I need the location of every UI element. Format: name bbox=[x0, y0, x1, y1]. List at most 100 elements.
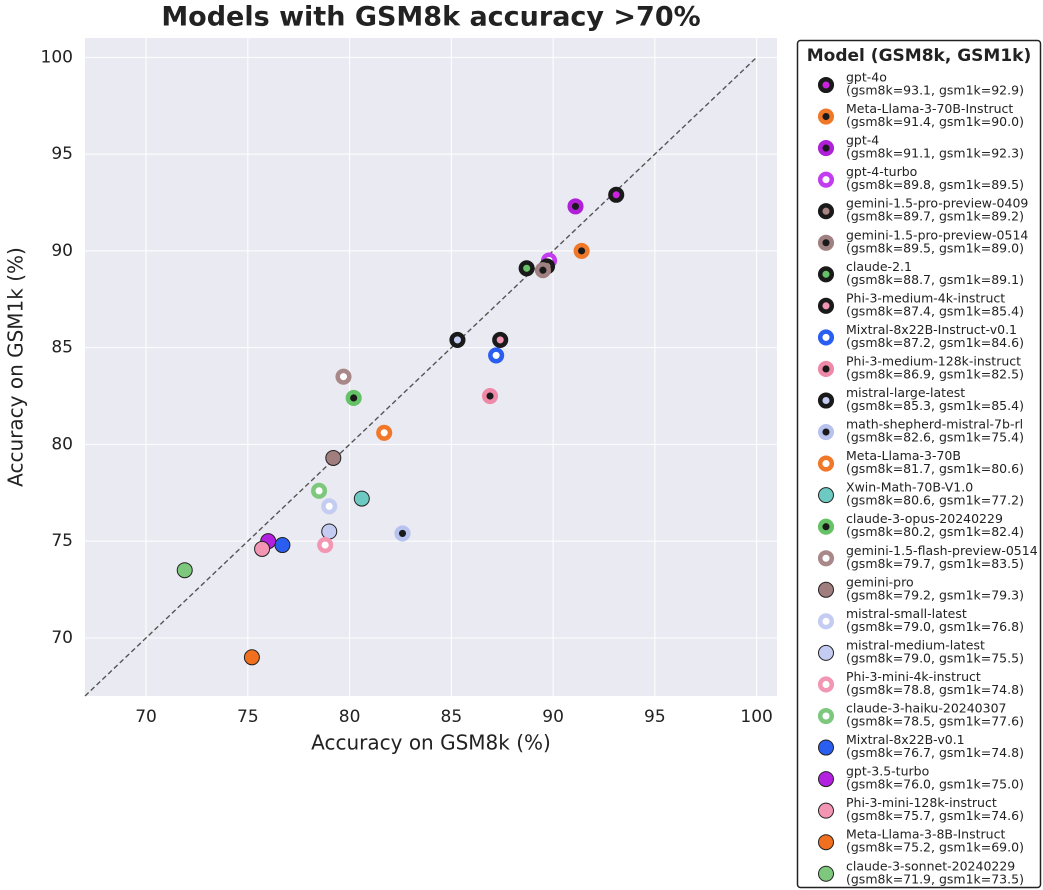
legend-detail: (gsm8k=91.1, gsm1k=92.3) bbox=[846, 146, 1024, 161]
legend-marker bbox=[817, 707, 835, 725]
point bbox=[492, 331, 509, 348]
legend-label: Xwin-Math-70B-V1.0 bbox=[846, 480, 973, 495]
legend-marker bbox=[818, 487, 834, 504]
y-axis-label: Accuracy on GSM1k (%) bbox=[4, 247, 28, 487]
point bbox=[488, 347, 505, 364]
legend-label: gpt-4 bbox=[846, 133, 879, 148]
legend-detail: (gsm8k=89.7, gsm1k=89.2) bbox=[846, 209, 1024, 224]
chart-title: Models with GSM8k accuracy >70% bbox=[161, 2, 700, 33]
point bbox=[573, 242, 590, 259]
legend-detail: (gsm8k=81.7, gsm1k=80.6) bbox=[846, 461, 1024, 476]
legend-marker bbox=[817, 171, 835, 188]
y-tick-label: 80 bbox=[51, 434, 73, 454]
legend-detail: (gsm8k=75.2, gsm1k=69.0) bbox=[846, 840, 1024, 855]
x-tick-label: 90 bbox=[542, 707, 564, 727]
legend-label: math-shepherd-mistral-7b-rl bbox=[846, 417, 1023, 432]
legend-detail: (gsm8k=79.0, gsm1k=75.5) bbox=[846, 650, 1024, 665]
legend-marker bbox=[817, 329, 835, 346]
legend-label: mistral-large-latest bbox=[846, 385, 965, 400]
identity-line bbox=[84, 56, 758, 697]
point bbox=[311, 482, 328, 499]
legend-marker bbox=[817, 297, 835, 314]
point bbox=[254, 540, 271, 557]
legend-label: gpt-4-turbo bbox=[846, 164, 917, 179]
legend-label: Phi-3-mini-4k-instruct bbox=[846, 669, 981, 684]
legend-marker bbox=[817, 392, 835, 409]
legend-detail: (gsm8k=80.2, gsm1k=82.4) bbox=[846, 524, 1024, 539]
point bbox=[325, 449, 342, 466]
x-tick-label: 100 bbox=[740, 707, 772, 727]
legend-detail: (gsm8k=93.1, gsm1k=92.9) bbox=[846, 83, 1024, 98]
y-tick-label: 100 bbox=[41, 47, 73, 67]
legend-detail: (gsm8k=86.9, gsm1k=82.5) bbox=[846, 366, 1024, 381]
legend-marker bbox=[818, 739, 834, 756]
legend-detail: (gsm8k=88.7, gsm1k=89.1) bbox=[846, 272, 1024, 287]
legend-label: claude-3-haiku-20240307 bbox=[846, 701, 1007, 716]
point bbox=[317, 536, 334, 554]
legend-marker bbox=[817, 518, 835, 535]
legend-title: Model (GSM8k, GSM1k) bbox=[807, 46, 1031, 66]
legend-label: gemini-1.5-pro-preview-0514 bbox=[846, 227, 1028, 242]
legend-box bbox=[796, 39, 1042, 889]
legend-marker bbox=[817, 234, 835, 251]
legend-detail: (gsm8k=76.0, gsm1k=75.0) bbox=[846, 777, 1024, 792]
legend-label: Meta-Llama-3-70B bbox=[846, 448, 961, 463]
legend-marker bbox=[818, 771, 834, 788]
legend-marker bbox=[818, 802, 834, 819]
point bbox=[321, 498, 338, 515]
point bbox=[353, 490, 370, 507]
legend-marker bbox=[817, 424, 835, 441]
legend-label: Mixtral-8x22B-v0.1 bbox=[846, 732, 965, 747]
legend-label: claude-2.1 bbox=[846, 259, 912, 274]
legend-marker bbox=[817, 455, 835, 472]
legend-detail: (gsm8k=85.3, gsm1k=85.4) bbox=[846, 398, 1024, 413]
y-tick-label: 85 bbox=[51, 338, 73, 358]
legend-label: Phi-3-medium-4k-instruct bbox=[846, 290, 1005, 305]
legend-label: gemini-1.5-pro-preview-0409 bbox=[846, 196, 1028, 211]
legend-label: gemini-pro bbox=[846, 574, 914, 589]
legend-label: gpt-3.5-turbo bbox=[846, 764, 929, 779]
legend-label: claude-3-sonnet-20240229 bbox=[846, 858, 1015, 873]
x-axis-label: Accuracy on GSM8k (%) bbox=[311, 731, 551, 755]
legend-marker bbox=[817, 613, 835, 630]
legend-detail: (gsm8k=78.5, gsm1k=77.6) bbox=[846, 714, 1024, 729]
legend-detail: (gsm8k=71.9, gsm1k=73.5) bbox=[846, 871, 1024, 886]
legend-marker bbox=[817, 76, 835, 94]
point bbox=[608, 186, 625, 203]
legend-detail: (gsm8k=75.7, gsm1k=74.6) bbox=[846, 808, 1024, 823]
legend-marker bbox=[817, 140, 835, 157]
y-tick-label: 75 bbox=[51, 531, 73, 551]
legend-detail: (gsm8k=89.8, gsm1k=89.5) bbox=[846, 177, 1024, 192]
legend-marker bbox=[818, 581, 834, 598]
legend-detail: (gsm8k=80.6, gsm1k=77.2) bbox=[846, 493, 1024, 508]
legend-marker bbox=[818, 644, 834, 661]
legend-detail: (gsm8k=89.5, gsm1k=89.0) bbox=[846, 240, 1024, 255]
point bbox=[518, 260, 535, 277]
point bbox=[274, 537, 291, 554]
legend-detail: (gsm8k=87.2, gsm1k=84.6) bbox=[846, 335, 1024, 350]
legend-label: Phi-3-medium-128k-instruct bbox=[846, 353, 1021, 368]
y-tick-label: 95 bbox=[51, 144, 73, 164]
legend-label: claude-3-opus-20240229 bbox=[846, 511, 1003, 526]
legend-label: Meta-Llama-3-8B-Instruct bbox=[846, 827, 1005, 842]
x-tick-label: 95 bbox=[644, 707, 666, 727]
legend-label: Meta-Llama-3-70B-Instruct bbox=[846, 101, 1013, 116]
point bbox=[176, 562, 193, 579]
point bbox=[567, 198, 584, 215]
legend-detail: (gsm8k=76.7, gsm1k=74.8) bbox=[846, 745, 1024, 760]
legend-marker bbox=[817, 108, 835, 125]
point bbox=[534, 262, 551, 279]
legend-label: mistral-medium-latest bbox=[846, 637, 985, 652]
legend-label: mistral-small-latest bbox=[846, 606, 967, 621]
legend-label: Mixtral-8x22B-Instruct-v0.1 bbox=[846, 322, 1017, 337]
point bbox=[449, 331, 466, 348]
y-tick-label: 90 bbox=[51, 241, 73, 261]
legend-marker bbox=[818, 834, 834, 851]
legend-label: Phi-3-mini-128k-instruct bbox=[846, 795, 997, 810]
y-tick-label: 70 bbox=[51, 628, 73, 648]
legend-marker bbox=[817, 676, 835, 693]
legend-detail: (gsm8k=91.4, gsm1k=90.0) bbox=[846, 114, 1024, 129]
x-tick-label: 80 bbox=[339, 707, 361, 727]
point bbox=[243, 649, 260, 666]
